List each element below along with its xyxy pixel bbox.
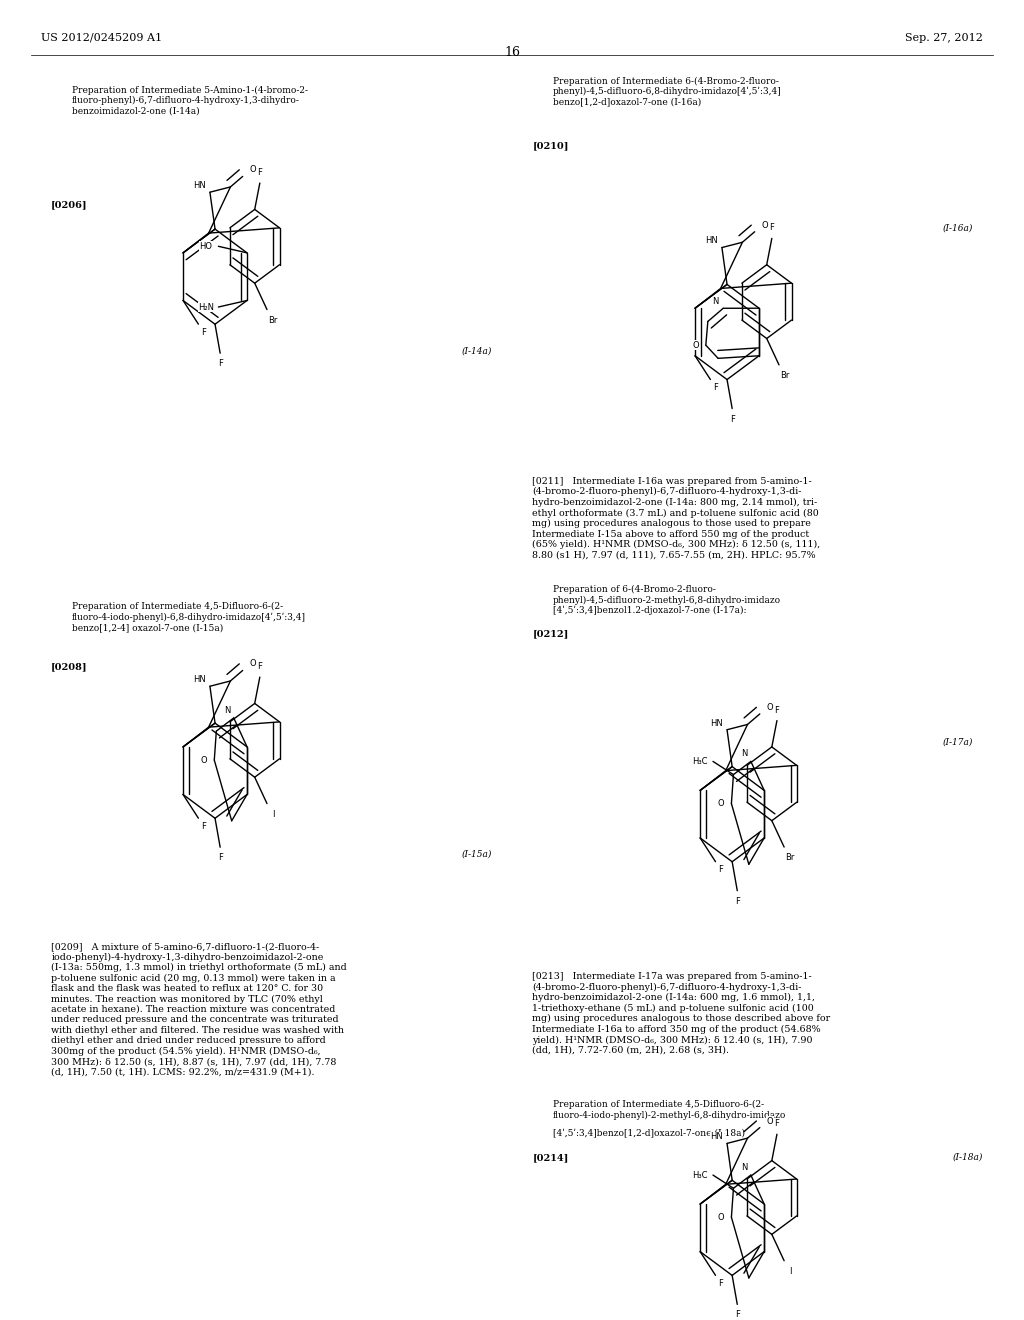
- Text: N: N: [741, 1163, 748, 1172]
- Text: [0210]: [0210]: [532, 141, 569, 150]
- Text: (I-15a): (I-15a): [461, 850, 492, 859]
- Text: HN: HN: [194, 675, 206, 684]
- Text: 16: 16: [504, 46, 520, 59]
- Text: H₃C: H₃C: [692, 1171, 708, 1180]
- Text: Br: Br: [785, 853, 795, 862]
- Text: Preparation of Intermediate 6-(4-Bromo-2-fluoro-
phenyl)-4,5-difluoro-6,8-dihydr: Preparation of Intermediate 6-(4-Bromo-2…: [553, 77, 781, 107]
- Text: (I-16a): (I-16a): [942, 224, 973, 232]
- Text: F: F: [718, 1279, 723, 1288]
- Text: Preparation of Intermediate 5-Amino-1-(4-bromo-2-
fluoro-phenyl)-6,7-difluoro-4-: Preparation of Intermediate 5-Amino-1-(4…: [72, 86, 307, 116]
- Text: O: O: [250, 660, 256, 668]
- Text: [0212]: [0212]: [532, 630, 569, 639]
- Text: US 2012/0245209 A1: US 2012/0245209 A1: [41, 33, 162, 44]
- Text: Preparation of Intermediate 4,5-Difluoro-6-(2-
fluoro-4-iodo-phenyl)-6,8-dihydro: Preparation of Intermediate 4,5-Difluoro…: [72, 602, 306, 632]
- Text: [0211]   Intermediate I-16a was prepared from 5-amino-1-
(4-bromo-2-fluoro-pheny: [0211] Intermediate I-16a was prepared f…: [532, 477, 820, 560]
- Text: F: F: [774, 705, 779, 714]
- Text: O: O: [250, 165, 256, 174]
- Text: F: F: [201, 327, 206, 337]
- Text: F: F: [257, 663, 262, 671]
- Text: F: F: [718, 865, 723, 874]
- Text: [0214]: [0214]: [532, 1152, 569, 1162]
- Text: F: F: [201, 821, 206, 830]
- Text: Preparation of Intermediate 4,5-Difluoro-6-(2-
fluoro-4-iodo-phenyl)-2-methyl-6,: Preparation of Intermediate 4,5-Difluoro…: [553, 1100, 786, 1119]
- Text: HN: HN: [194, 181, 206, 190]
- Text: F: F: [735, 1311, 739, 1320]
- Text: F: F: [769, 223, 774, 232]
- Text: O: O: [767, 702, 773, 711]
- Text: F: F: [730, 414, 734, 424]
- Text: N: N: [224, 705, 230, 714]
- Text: O: O: [762, 220, 768, 230]
- Text: N: N: [712, 297, 718, 306]
- Text: N: N: [741, 748, 748, 758]
- Text: F: F: [218, 853, 222, 862]
- Text: F: F: [735, 896, 739, 906]
- Text: Preparation of 6-(4-Bromo-2-fluoro-
phenyl)-4,5-difluoro-2-methyl-6,8-dihydro-im: Preparation of 6-(4-Bromo-2-fluoro- phen…: [553, 585, 781, 615]
- Text: [4ʹ,5ʹ:3,4]benzo[1,2-d]oxazol-7-one (I-18a): [4ʹ,5ʹ:3,4]benzo[1,2-d]oxazol-7-one (I-1…: [553, 1129, 745, 1138]
- Text: F: F: [257, 168, 262, 177]
- Text: H₂N: H₂N: [198, 302, 214, 312]
- Text: (I-18a): (I-18a): [952, 1152, 983, 1162]
- Text: Br: Br: [268, 315, 278, 325]
- Text: F: F: [218, 359, 222, 368]
- Text: Br: Br: [780, 371, 790, 380]
- Text: O: O: [718, 1213, 724, 1222]
- Text: HO: HO: [200, 242, 213, 251]
- Text: O: O: [767, 1117, 773, 1126]
- Text: (I-14a): (I-14a): [461, 346, 492, 355]
- Text: I: I: [790, 1267, 792, 1275]
- Text: [0206]: [0206]: [51, 201, 88, 210]
- Text: HN: HN: [706, 236, 718, 246]
- Text: I: I: [272, 809, 274, 818]
- Text: [0213]   Intermediate I-17a was prepared from 5-amino-1-
(4-bromo-2-fluoro-pheny: [0213] Intermediate I-17a was prepared f…: [532, 973, 830, 1055]
- Text: O: O: [718, 799, 724, 808]
- Text: (I-17a): (I-17a): [942, 738, 973, 747]
- Text: HN: HN: [711, 1133, 723, 1142]
- Text: HN: HN: [711, 718, 723, 727]
- Text: Sep. 27, 2012: Sep. 27, 2012: [905, 33, 983, 44]
- Text: F: F: [713, 383, 718, 392]
- Text: O: O: [201, 755, 207, 764]
- Text: F: F: [774, 1119, 779, 1129]
- Text: [0209]   A mixture of 5-amino-6,7-difluoro-1-(2-fluoro-4-
iodo-phenyl)-4-hydroxy: [0209] A mixture of 5-amino-6,7-difluoro…: [51, 942, 347, 1077]
- Text: O: O: [692, 341, 698, 350]
- Text: H₃C: H₃C: [692, 756, 708, 766]
- Text: [0208]: [0208]: [51, 663, 88, 672]
